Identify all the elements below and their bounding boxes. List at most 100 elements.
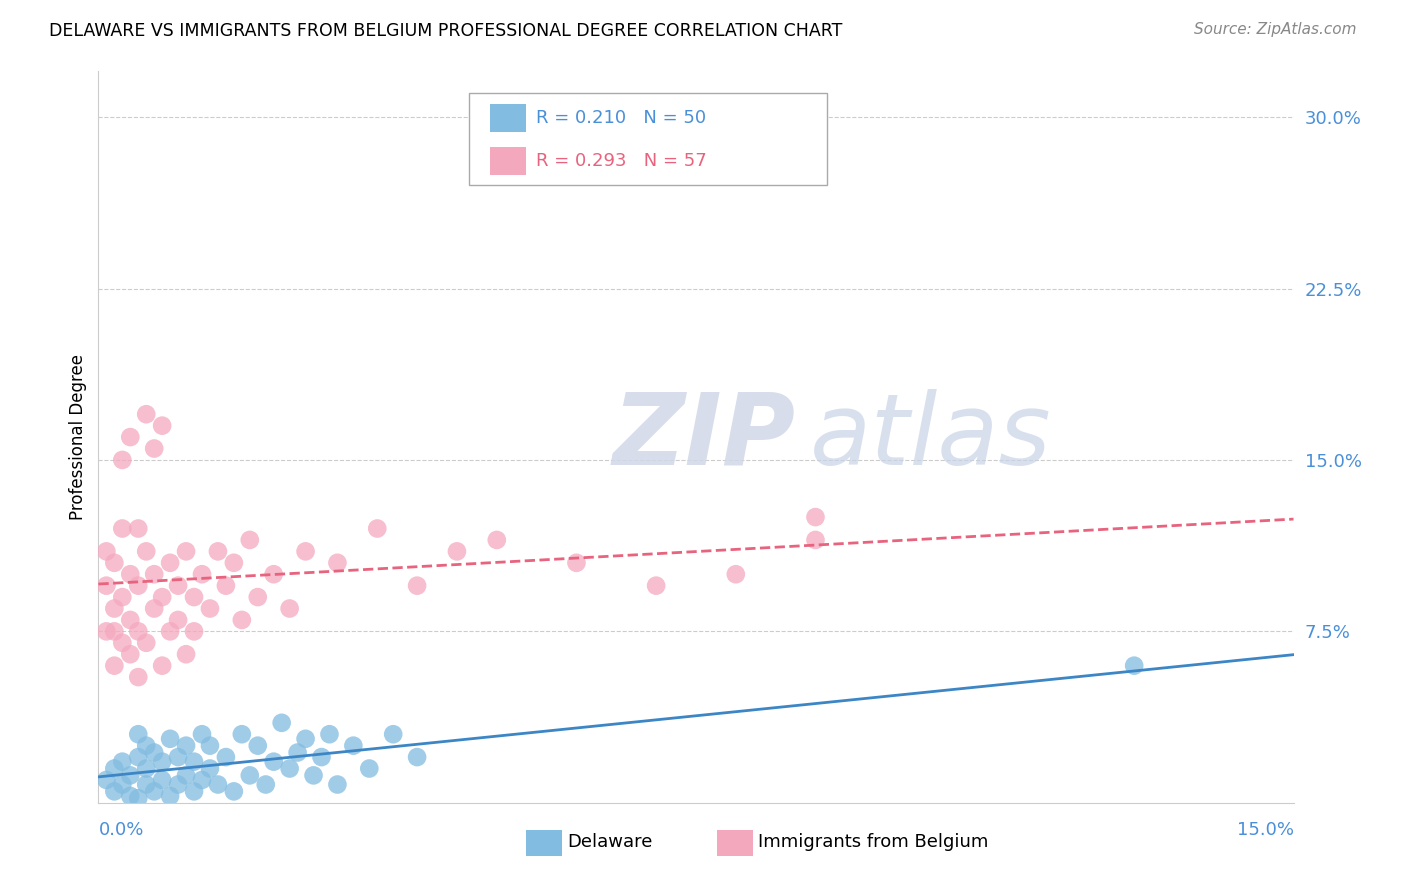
Point bbox=[127, 750, 149, 764]
Point bbox=[198, 762, 221, 776]
Point bbox=[246, 739, 269, 753]
Point bbox=[183, 784, 205, 798]
Point bbox=[183, 755, 205, 769]
Point bbox=[207, 778, 229, 792]
Point bbox=[198, 601, 221, 615]
Point bbox=[159, 789, 181, 803]
Point bbox=[215, 579, 238, 593]
Point bbox=[135, 739, 157, 753]
Point bbox=[366, 521, 388, 535]
Point bbox=[231, 727, 253, 741]
Point bbox=[294, 731, 316, 746]
Point bbox=[103, 624, 125, 639]
Text: atlas: atlas bbox=[810, 389, 1052, 485]
Point bbox=[326, 556, 349, 570]
Point bbox=[111, 453, 134, 467]
Point bbox=[143, 601, 166, 615]
Point bbox=[222, 556, 245, 570]
Point bbox=[565, 556, 588, 570]
Point bbox=[150, 755, 173, 769]
Point bbox=[254, 778, 277, 792]
Point bbox=[135, 778, 157, 792]
Point bbox=[302, 768, 325, 782]
Point bbox=[96, 579, 118, 593]
Text: R = 0.293   N = 57: R = 0.293 N = 57 bbox=[536, 153, 707, 170]
Point bbox=[103, 556, 125, 570]
Point bbox=[231, 613, 253, 627]
Point bbox=[406, 750, 429, 764]
Point bbox=[215, 750, 238, 764]
Point bbox=[120, 647, 142, 661]
Point bbox=[111, 521, 134, 535]
Point bbox=[103, 784, 125, 798]
Point bbox=[150, 418, 173, 433]
Point bbox=[198, 739, 221, 753]
Point bbox=[326, 778, 349, 792]
Point bbox=[111, 636, 134, 650]
Point bbox=[120, 430, 142, 444]
Point bbox=[191, 772, 214, 787]
Point bbox=[120, 567, 142, 582]
Point bbox=[222, 784, 245, 798]
Point bbox=[135, 544, 157, 558]
Point bbox=[103, 658, 125, 673]
Point bbox=[207, 544, 229, 558]
Point bbox=[382, 727, 405, 741]
Point bbox=[127, 670, 149, 684]
Point bbox=[804, 533, 827, 547]
Point bbox=[174, 647, 197, 661]
Point bbox=[183, 624, 205, 639]
Point bbox=[120, 789, 142, 803]
Point bbox=[278, 762, 301, 776]
Point bbox=[135, 762, 157, 776]
Point bbox=[318, 727, 340, 741]
Point bbox=[96, 544, 118, 558]
Point bbox=[103, 601, 125, 615]
Text: Source: ZipAtlas.com: Source: ZipAtlas.com bbox=[1194, 22, 1357, 37]
Point bbox=[485, 533, 508, 547]
Point bbox=[446, 544, 468, 558]
Point bbox=[724, 567, 747, 582]
Point bbox=[159, 624, 181, 639]
Point bbox=[111, 755, 134, 769]
Point bbox=[294, 544, 316, 558]
FancyBboxPatch shape bbox=[717, 830, 754, 856]
Point bbox=[311, 750, 333, 764]
Text: Immigrants from Belgium: Immigrants from Belgium bbox=[758, 833, 988, 851]
Point bbox=[111, 590, 134, 604]
Point bbox=[150, 772, 173, 787]
Point bbox=[127, 624, 149, 639]
Point bbox=[191, 567, 214, 582]
Point bbox=[167, 579, 190, 593]
Point bbox=[183, 590, 205, 604]
Point bbox=[111, 778, 134, 792]
Point bbox=[159, 556, 181, 570]
Text: ZIP: ZIP bbox=[613, 389, 796, 485]
Point bbox=[804, 510, 827, 524]
Point bbox=[167, 778, 190, 792]
Point bbox=[263, 755, 285, 769]
Point bbox=[1123, 658, 1146, 673]
Point bbox=[246, 590, 269, 604]
Point bbox=[127, 791, 149, 805]
Text: 0.0%: 0.0% bbox=[98, 821, 143, 839]
Point bbox=[167, 750, 190, 764]
Point bbox=[127, 579, 149, 593]
Point bbox=[191, 727, 214, 741]
Point bbox=[143, 746, 166, 760]
Point bbox=[150, 658, 173, 673]
Point bbox=[239, 533, 262, 547]
FancyBboxPatch shape bbox=[470, 94, 827, 185]
Point bbox=[159, 731, 181, 746]
Point bbox=[96, 772, 118, 787]
Text: DELAWARE VS IMMIGRANTS FROM BELGIUM PROFESSIONAL DEGREE CORRELATION CHART: DELAWARE VS IMMIGRANTS FROM BELGIUM PROF… bbox=[49, 22, 842, 40]
Point bbox=[645, 579, 668, 593]
Y-axis label: Professional Degree: Professional Degree bbox=[69, 354, 87, 520]
Point bbox=[167, 613, 190, 627]
Point bbox=[270, 715, 292, 730]
Point bbox=[263, 567, 285, 582]
Point bbox=[174, 544, 197, 558]
Point bbox=[150, 590, 173, 604]
FancyBboxPatch shape bbox=[526, 830, 562, 856]
Point bbox=[135, 636, 157, 650]
